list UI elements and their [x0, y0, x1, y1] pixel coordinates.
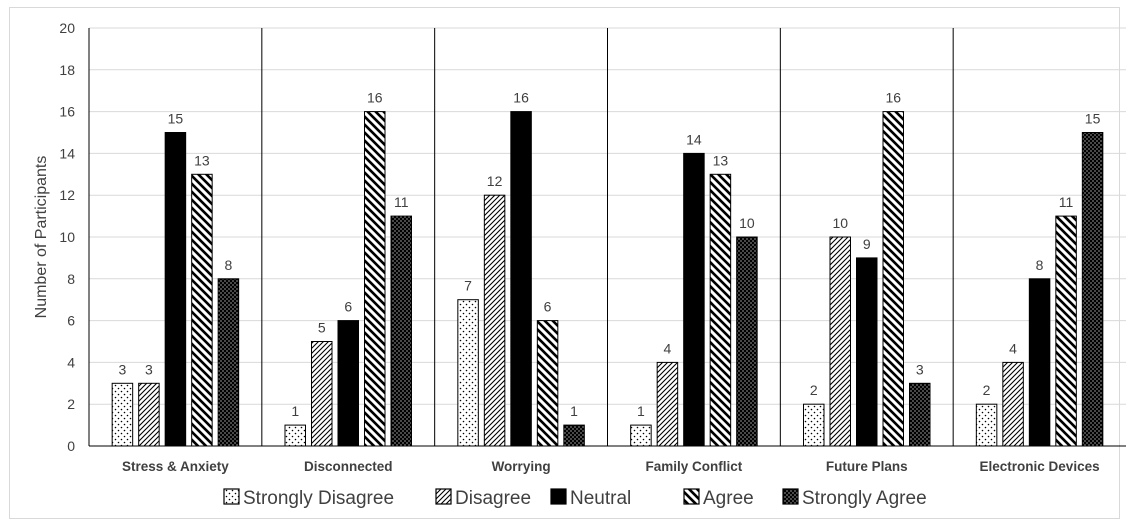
legend-swatch-strongly-disagree — [223, 488, 240, 505]
bar-neutral — [1028, 278, 1051, 447]
bar-strongly-agree — [563, 424, 585, 447]
y-tick-label: 18 — [59, 62, 75, 78]
data-label: 10 — [832, 215, 848, 231]
bar-strongly-disagree — [975, 403, 998, 447]
data-label: 11 — [1059, 194, 1074, 210]
data-label: 2 — [810, 382, 818, 398]
data-label: 6 — [344, 299, 352, 315]
bar-strongly-agree — [390, 215, 412, 447]
data-label: 1 — [291, 403, 299, 419]
x-category-label: Family Conflict — [646, 459, 743, 474]
data-label: 16 — [367, 90, 383, 106]
y-tick-label: 8 — [67, 271, 75, 287]
legend-swatch-strongly-agree — [782, 488, 799, 505]
data-label: 15 — [1085, 111, 1101, 127]
data-label: 13 — [713, 152, 729, 168]
x-category-label: Worrying — [492, 459, 551, 474]
bar-agree — [364, 111, 386, 447]
bar-agree — [1055, 215, 1077, 447]
bar-strongly-agree — [909, 382, 931, 447]
y-tick-label: 10 — [59, 229, 75, 245]
data-label: 16 — [885, 90, 901, 106]
bar-disagree — [829, 236, 851, 447]
y-tick-label: 12 — [59, 187, 75, 203]
bar-neutral — [510, 111, 532, 447]
data-label: 15 — [168, 111, 184, 127]
data-label: 13 — [194, 152, 210, 168]
data-label: 1 — [637, 403, 645, 419]
bar-strongly-agree — [736, 236, 758, 447]
data-label: 16 — [513, 90, 529, 106]
x-category-label: Future Plans — [826, 459, 908, 474]
legend-label: Neutral — [570, 488, 631, 509]
y-tick-label: 2 — [67, 396, 75, 412]
legend-swatch-agree — [683, 488, 700, 505]
bar-strongly-disagree — [803, 403, 825, 447]
bar-neutral — [164, 132, 187, 447]
data-label: 11 — [394, 194, 409, 210]
y-tick-label: 4 — [67, 354, 75, 370]
data-label: 8 — [1036, 257, 1044, 273]
data-label: 3 — [916, 361, 924, 377]
category-dividers — [88, 28, 1126, 447]
bar-strongly-disagree — [111, 382, 134, 447]
bar-neutral — [337, 320, 359, 447]
bar-neutral — [856, 257, 878, 447]
bar-agree — [882, 111, 904, 447]
y-tick-label: 6 — [67, 313, 75, 329]
bar-disagree — [138, 382, 160, 447]
bar-strongly-disagree — [457, 299, 479, 447]
data-label: 10 — [739, 215, 755, 231]
data-label: 5 — [318, 320, 326, 336]
x-category-label: Disconnected — [304, 459, 393, 474]
bar-agree — [536, 320, 559, 447]
data-label: 9 — [863, 236, 871, 252]
legend-label: Strongly Disagree — [243, 488, 394, 509]
legend-swatch-neutral — [550, 488, 567, 505]
y-tick-label: 20 — [59, 20, 75, 36]
bar-disagree — [483, 194, 506, 447]
legend-label: Strongly Agree — [802, 488, 927, 509]
data-label: 6 — [544, 299, 552, 315]
legend-label: Disagree — [455, 488, 531, 509]
bar-strongly-agree — [217, 278, 240, 447]
bar-strongly-agree — [1081, 132, 1104, 447]
bars — [111, 111, 1104, 447]
bar-disagree — [1002, 361, 1024, 447]
data-label: 4 — [1009, 340, 1017, 356]
legend-label: Agree — [703, 488, 754, 509]
data-label: 8 — [225, 257, 233, 273]
data-label: 2 — [983, 382, 991, 398]
x-category-label: Stress & Anxiety — [122, 459, 229, 474]
bar-strongly-disagree — [284, 424, 306, 447]
bar-neutral — [683, 152, 705, 447]
bar-disagree — [311, 341, 333, 447]
x-axis-categories: Stress & Anxiety Disconnected Worrying Fami… — [122, 459, 1100, 474]
legend: Strongly Disagree Disagree Neutral Agree Str… — [223, 488, 927, 509]
x-category-label: Electronic Devices — [980, 459, 1100, 474]
data-label: 7 — [464, 278, 472, 294]
y-tick-label: 0 — [67, 438, 75, 454]
bar-agree — [709, 173, 732, 447]
data-label: 3 — [145, 361, 153, 377]
bar-strongly-disagree — [630, 424, 652, 447]
data-label: 4 — [664, 340, 672, 356]
legend-swatch-disagree — [435, 488, 452, 505]
data-label: 1 — [570, 403, 578, 419]
data-label: 14 — [686, 131, 702, 147]
y-axis-label: Number of Participants — [33, 156, 50, 319]
y-tick-label: 14 — [59, 145, 75, 161]
bar-agree — [191, 173, 213, 447]
bar-disagree — [656, 361, 679, 447]
y-tick-label: 16 — [59, 104, 75, 120]
data-label: 12 — [487, 173, 503, 189]
data-label: 3 — [119, 361, 127, 377]
y-axis-ticks: 0 2 4 6 8 10 12 14 16 18 20 — [59, 20, 75, 454]
